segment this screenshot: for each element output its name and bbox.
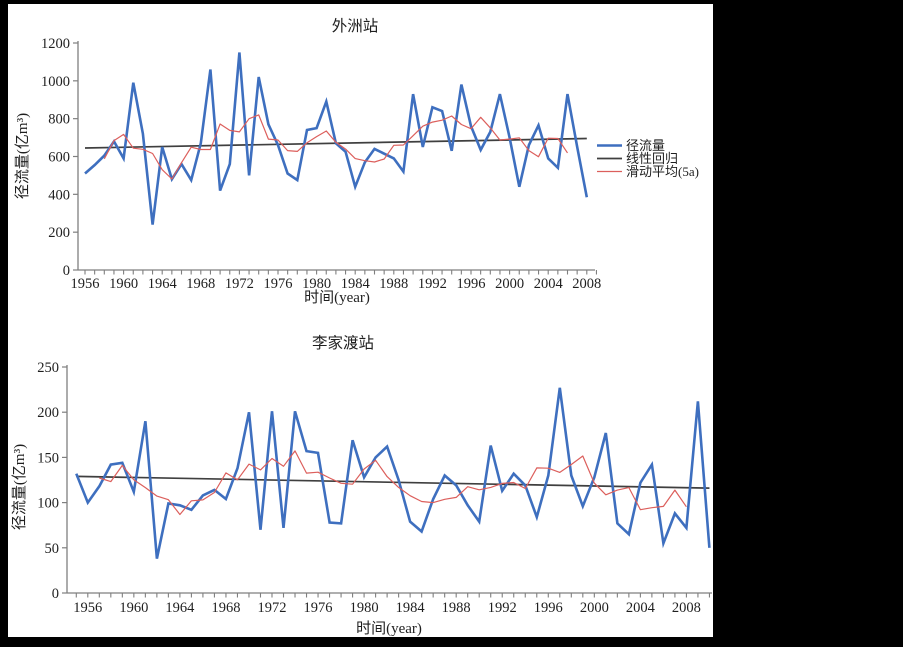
x-tick-label: 1984 bbox=[396, 600, 426, 616]
y-tick-label: 50 bbox=[45, 541, 60, 557]
x-tick-label: 2000 bbox=[580, 600, 609, 616]
y-tick-label: 0 bbox=[52, 586, 59, 602]
x-tick-label: 2004 bbox=[626, 600, 656, 616]
chart-waizhou-legend: 径流量 线性回归 滑动平均(5a) bbox=[597, 138, 699, 179]
x-tick-label: 1972 bbox=[257, 600, 286, 616]
y-tick-label: 0 bbox=[63, 263, 70, 279]
x-tick-label: 1996 bbox=[534, 600, 563, 616]
page-background bbox=[8, 4, 713, 637]
runoff-line bbox=[75, 387, 711, 559]
chart-lijiadu-title: 李家渡站 bbox=[312, 334, 374, 352]
chart-waizhou: 外洲站 径流量(亿m³) 时间(year) 0 200 400 600 800 1000 1… bbox=[14, 17, 699, 306]
y-tick-label: 200 bbox=[37, 405, 59, 421]
y-tick-label: 100 bbox=[37, 496, 59, 512]
chart-waizhou-plot-area: 0 200 400 600 800 1000 1200 1956 1960 1964 1968 197… bbox=[41, 36, 601, 292]
y-tick-label: 1200 bbox=[41, 36, 70, 52]
y-tick-label: 1000 bbox=[41, 74, 70, 90]
x-tick-label: 1960 bbox=[109, 276, 138, 292]
x-tick-label: 1988 bbox=[379, 276, 408, 292]
x-tick-label: 1968 bbox=[186, 276, 215, 292]
x-tick-label: 1980 bbox=[302, 276, 331, 292]
x-tick-label: 1976 bbox=[264, 276, 293, 292]
x-tick-label: 1960 bbox=[119, 600, 148, 616]
y-tick-label: 800 bbox=[48, 112, 70, 128]
chart-waizhou-x-axis-label: 时间(year) bbox=[304, 289, 370, 306]
x-tick-label: 2004 bbox=[534, 276, 564, 292]
y-tick-label: 150 bbox=[37, 450, 59, 466]
y-tick-label: 600 bbox=[48, 150, 70, 166]
chart-lijiadu-plot-area: 0 50 100 150 200 250 1956 1960 1964 1968 1972 1976 1… bbox=[37, 360, 712, 616]
x-tick-label: 2008 bbox=[572, 276, 601, 292]
x-tick-label: 1984 bbox=[341, 276, 371, 292]
x-tick-label: 1976 bbox=[304, 600, 333, 616]
y-tick-label: 250 bbox=[37, 360, 59, 376]
moving-average-line bbox=[99, 450, 687, 516]
chart-waizhou-y-axis-label: 径流量(亿m³) bbox=[14, 113, 31, 199]
y-tick-label: 200 bbox=[48, 225, 70, 241]
x-tick-label: 1972 bbox=[225, 276, 254, 292]
x-tick-label: 1956 bbox=[71, 276, 100, 292]
x-tick-label: 1988 bbox=[442, 600, 471, 616]
x-tick-label: 1964 bbox=[148, 276, 178, 292]
chart-waizhou-title: 外洲站 bbox=[332, 17, 379, 35]
runoff-line bbox=[84, 52, 589, 225]
x-tick-label: 1992 bbox=[418, 276, 447, 292]
chart-lijiadu-x-axis-label: 时间(year) bbox=[356, 620, 422, 637]
legend-regression-label: 线性回归 bbox=[626, 151, 678, 166]
chart-lijiadu-y-axis-label: 径流量(亿m³) bbox=[11, 444, 28, 530]
x-tick-label: 2008 bbox=[672, 600, 701, 616]
x-tick-label: 1964 bbox=[165, 600, 195, 616]
legend-runoff-label: 径流量 bbox=[626, 138, 665, 153]
x-tick-label: 1968 bbox=[211, 600, 240, 616]
legend-moving-average-label: 滑动平均(5a) bbox=[626, 164, 699, 179]
y-tick-label: 400 bbox=[48, 187, 70, 203]
x-tick-label: 1980 bbox=[350, 600, 379, 616]
chart-lijiadu: 李家渡站 径流量(亿m³) 时间(year) 0 50 100 150 200 250 19… bbox=[11, 334, 712, 637]
moving-average-line bbox=[103, 114, 568, 180]
x-tick-label: 2000 bbox=[495, 276, 524, 292]
x-tick-label: 1992 bbox=[488, 600, 517, 616]
x-tick-label: 1956 bbox=[73, 600, 102, 616]
x-tick-label: 1996 bbox=[457, 276, 486, 292]
